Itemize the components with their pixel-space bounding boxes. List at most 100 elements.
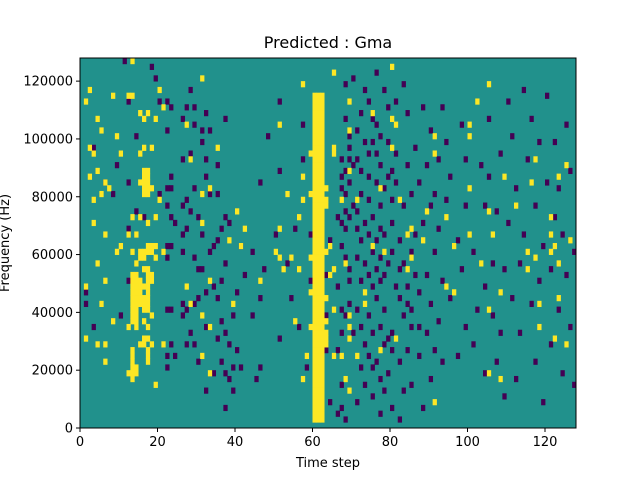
- heatmap-cell-low: [413, 271, 418, 279]
- heatmap-cell-low: [483, 283, 488, 290]
- heatmap-cell-low: [192, 104, 197, 111]
- heatmap-cell-low: [235, 289, 240, 296]
- heatmap-cell-high: [564, 341, 569, 348]
- heatmap-cell-low: [207, 248, 213, 255]
- heatmap-cell-high: [130, 370, 135, 377]
- y-axis: 0 20000 40000 60000 80000 100000 120000: [23, 75, 80, 437]
- heatmap-cell-high: [87, 144, 93, 151]
- heatmap-cell-high: [486, 306, 492, 313]
- heatmap-cell-low: [339, 219, 344, 227]
- heatmap-cell-high: [320, 266, 325, 273]
- heatmap-cell-high: [312, 196, 317, 203]
- heatmap-cell-high: [145, 185, 151, 192]
- heatmap-cell-low: [393, 179, 399, 186]
- heatmap-cell-high: [312, 381, 317, 388]
- heatmap-cell-high: [316, 150, 321, 157]
- heatmap-cell-high: [312, 98, 317, 105]
- heatmap-cell-high: [103, 277, 108, 284]
- heatmap-cell-high: [138, 214, 143, 221]
- heatmap-cell-high: [320, 110, 325, 117]
- heatmap-cell-low: [386, 370, 391, 377]
- heatmap-cell-high: [138, 248, 143, 255]
- heatmap-cell-high: [300, 81, 306, 88]
- heatmap-cell-high: [273, 248, 279, 255]
- heatmap-cell-low: [126, 277, 131, 284]
- heatmap-cell-high: [320, 416, 325, 423]
- heatmap-cell-high: [568, 237, 573, 244]
- heatmap-cell-low: [424, 271, 430, 279]
- heatmap-cell-high: [87, 173, 93, 180]
- heatmap-cell-low: [223, 260, 228, 267]
- heatmap-cell-high: [316, 237, 321, 244]
- heatmap-cell-low: [165, 254, 170, 261]
- heatmap-cell-low: [514, 185, 519, 192]
- heatmap-cell-low: [219, 318, 224, 325]
- heatmap-cell-low: [351, 75, 356, 82]
- heatmap-cell-low: [335, 214, 341, 221]
- heatmap-cell-high: [258, 277, 263, 284]
- x-tick-label: 40: [227, 435, 244, 450]
- heatmap-cell-high: [103, 231, 108, 238]
- heatmap-cell-high: [87, 86, 93, 94]
- heatmap-cell-low: [254, 375, 259, 383]
- heatmap-cell-high: [130, 358, 135, 365]
- heatmap-cell-high: [424, 208, 430, 215]
- heatmap-cell-high: [320, 318, 325, 325]
- heatmap-cell-low: [149, 63, 155, 70]
- heatmap-cell-high: [316, 162, 321, 169]
- heatmap-cell-low: [347, 179, 352, 186]
- heatmap-cell-low: [180, 202, 186, 209]
- heatmap-cell-low: [227, 341, 232, 348]
- heatmap-cell-low: [277, 98, 282, 105]
- heatmap-cell-high: [312, 295, 317, 302]
- heatmap-cell-high: [324, 248, 329, 255]
- heatmap-cell-high: [134, 306, 139, 313]
- heatmap-cell-low: [204, 110, 209, 117]
- heatmap-cell-high: [362, 289, 368, 296]
- heatmap-cell-high: [145, 271, 151, 279]
- heatmap-cell-high: [142, 341, 147, 348]
- heatmap-cell-high: [312, 167, 317, 175]
- heatmap-cell-high: [316, 121, 321, 128]
- heatmap-cell-high: [130, 375, 135, 383]
- heatmap-cell-low: [390, 329, 395, 336]
- heatmap-cell-high: [200, 219, 205, 227]
- heatmap-cell-low: [378, 202, 383, 209]
- heatmap-cell-low: [355, 208, 360, 215]
- heatmap-cell-low: [506, 219, 511, 227]
- heatmap-cell-high: [134, 295, 139, 302]
- heatmap-cell-low: [378, 410, 383, 417]
- heatmap-cell-high: [316, 329, 321, 336]
- heatmap-cell-low: [552, 214, 558, 221]
- heatmap-cell-low: [215, 295, 220, 302]
- heatmap-cell-low: [238, 364, 244, 371]
- heatmap-cell-high: [316, 370, 321, 377]
- heatmap-cell-low: [258, 295, 263, 302]
- heatmap-cell-high: [320, 150, 325, 157]
- heatmap-cell-low: [223, 214, 228, 221]
- heatmap-cell-high: [157, 86, 162, 94]
- heatmap-cell-low: [359, 190, 364, 198]
- heatmap-cell-low: [277, 335, 282, 342]
- heatmap-cell-low: [355, 156, 360, 163]
- heatmap-cell-high: [184, 283, 189, 290]
- heatmap-cell-high: [130, 347, 135, 354]
- heatmap-cell-high: [312, 173, 317, 180]
- heatmap-cell-low: [339, 329, 344, 336]
- heatmap-cell-low: [405, 110, 410, 117]
- heatmap-cell-high: [328, 271, 333, 279]
- heatmap-cell-high: [142, 295, 147, 302]
- heatmap-cell-high: [331, 144, 337, 151]
- heatmap-cell-high: [312, 318, 317, 325]
- heatmap-cell-high: [153, 115, 158, 122]
- heatmap-cell-low: [374, 266, 379, 273]
- heatmap-cell-low: [424, 162, 430, 169]
- heatmap-cell-high: [153, 254, 158, 261]
- heatmap-cell-low: [200, 127, 205, 134]
- heatmap-cell-high: [421, 237, 426, 244]
- heatmap-cell-low: [409, 323, 414, 331]
- heatmap-cell-low: [486, 115, 492, 122]
- heatmap-cell-high: [142, 266, 147, 273]
- heatmap-cell-high: [142, 300, 147, 307]
